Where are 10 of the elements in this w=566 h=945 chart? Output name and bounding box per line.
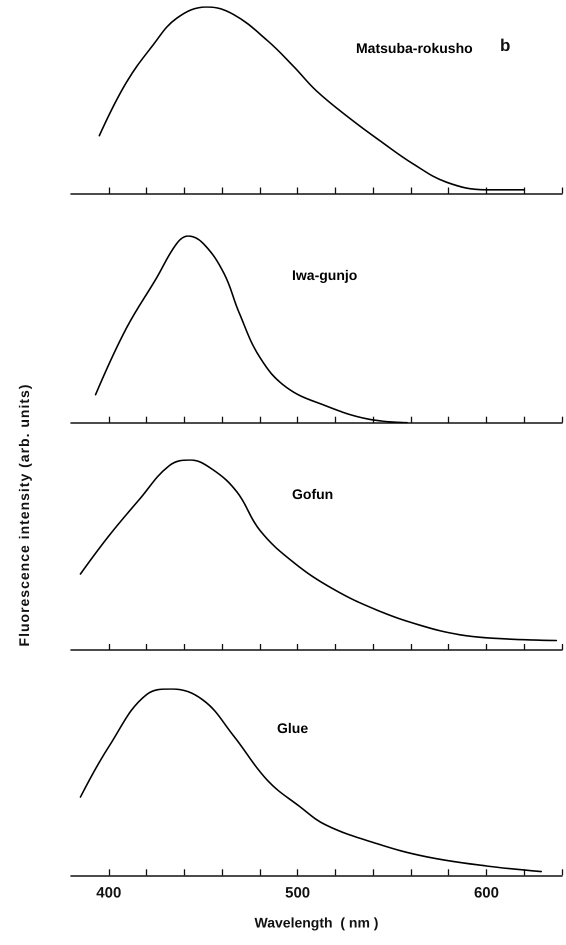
annotation: b [500, 36, 510, 55]
text: Matsuba-rokusho [356, 40, 473, 56]
text: Gofun [292, 486, 334, 502]
text: Glue [277, 720, 308, 736]
x-tick-label: 400 [96, 884, 122, 902]
x-tick-label: 500 [285, 884, 310, 902]
y-axis-title: Fluorescence intensity (arb. units) [16, 384, 32, 646]
x-tick-label: 600 [474, 884, 499, 902]
text: Iwa-gunjo [292, 267, 358, 283]
x-axis-title: Wavelength ( nm ) [254, 914, 378, 930]
